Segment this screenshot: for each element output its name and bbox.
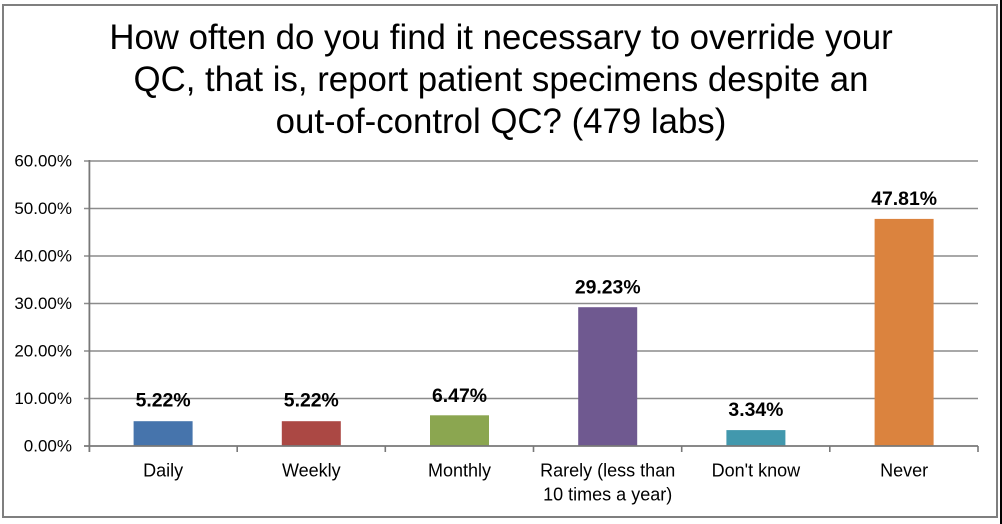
svg-text:Daily: Daily [143,461,183,481]
svg-text:QC, that is, report patient sp: QC, that is, report patient specimens de… [134,60,869,99]
svg-text:30.00%: 30.00% [14,294,72,313]
svg-text:Weekly: Weekly [282,461,341,481]
svg-text:Never: Never [880,461,928,481]
svg-text:10.00%: 10.00% [14,389,72,408]
svg-text:60.00%: 60.00% [14,152,72,171]
svg-text:5.22%: 5.22% [136,390,191,412]
svg-text:0.00%: 0.00% [24,437,72,456]
svg-text:Don't know: Don't know [712,461,801,481]
svg-text:10 times a year): 10 times a year) [543,484,672,504]
svg-text:29.23%: 29.23% [575,276,641,298]
svg-text:50.00%: 50.00% [14,199,72,218]
svg-text:5.22%: 5.22% [284,390,339,412]
svg-text:20.00%: 20.00% [14,342,72,361]
svg-text:Rarely (less than: Rarely (less than [540,461,675,481]
svg-text:How often do you find it neces: How often do you find it necessary to ov… [109,18,893,57]
svg-text:3.34%: 3.34% [728,399,783,421]
svg-text:40.00%: 40.00% [14,247,72,266]
svg-text:47.81%: 47.81% [871,188,937,210]
svg-text:out-of-control QC? (479 labs): out-of-control QC? (479 labs) [276,102,727,141]
svg-text:Monthly: Monthly [428,461,491,481]
svg-text:6.47%: 6.47% [432,385,487,407]
